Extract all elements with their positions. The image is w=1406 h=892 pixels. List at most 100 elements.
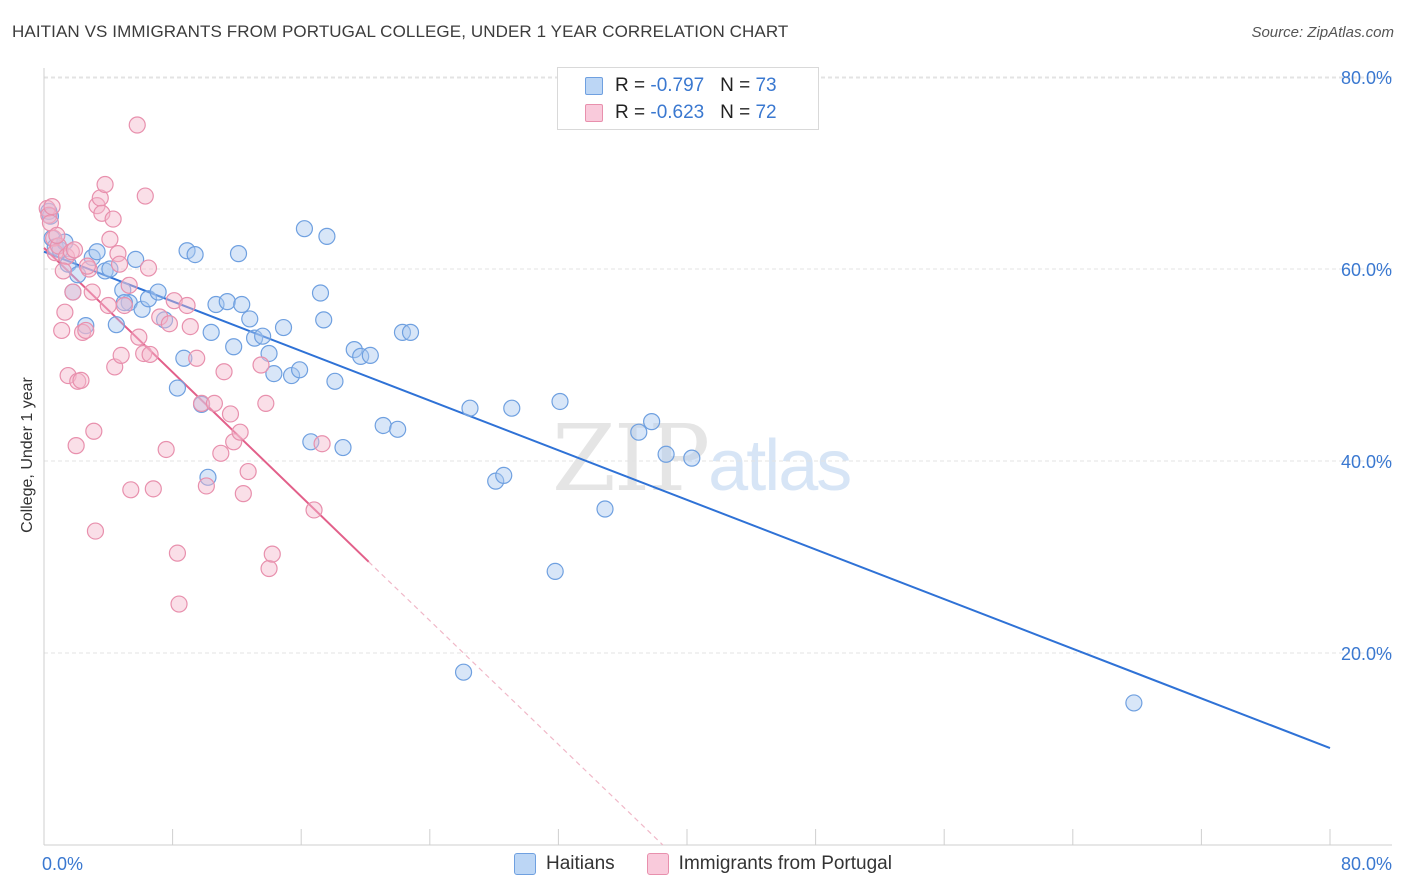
data-point-portugal [53, 321, 71, 340]
source-label: Source: ZipAtlas.com [1251, 24, 1394, 41]
data-point-portugal [112, 346, 130, 364]
data-point-haitians [657, 445, 675, 463]
data-point-haitians [345, 341, 363, 359]
data-point-portugal [56, 303, 74, 321]
stats-swatch-pink [585, 104, 603, 122]
data-point-haitians [88, 243, 106, 261]
data-point-haitians [175, 349, 193, 367]
data-point-haitians [168, 379, 187, 397]
y-tick-label: 20.0% [1341, 644, 1392, 664]
x-tick-label: 0.0% [42, 854, 83, 874]
data-point-haitians [326, 372, 344, 390]
data-point-portugal [225, 433, 243, 451]
data-point-haitians [318, 227, 336, 245]
data-point-haitians [207, 295, 225, 314]
data-point-haitians [389, 420, 407, 438]
data-point-haitians [218, 293, 236, 311]
data-point-portugal [110, 255, 129, 273]
data-point-haitians [546, 562, 564, 581]
data-point-portugal [170, 595, 188, 613]
legend-label: Haitians [546, 853, 615, 874]
data-point-portugal [188, 349, 206, 367]
data-point-portugal [43, 198, 61, 216]
data-point-portugal [67, 437, 85, 455]
data-point-portugal [234, 485, 252, 503]
data-point-haitians [186, 246, 204, 264]
r-value: -0.623 [650, 102, 705, 123]
data-point-haitians [225, 338, 243, 356]
trend-line-haitians [43, 250, 1331, 749]
data-point-portugal [212, 444, 230, 462]
data-point-portugal [120, 276, 138, 294]
data-point-portugal [181, 318, 199, 336]
data-point-portugal [130, 328, 148, 346]
r-label: R = [615, 75, 651, 96]
data-point-portugal [77, 321, 95, 340]
data-point-portugal [83, 283, 101, 301]
n-label: N = [720, 75, 756, 96]
data-point-haitians [683, 449, 701, 467]
data-point-portugal [231, 423, 249, 441]
stats-box: R = -0.797 N = 73 R = -0.623 N = 72 [557, 67, 819, 130]
data-point-portugal [178, 296, 196, 315]
data-point-haitians [202, 323, 220, 341]
data-point-portugal [99, 296, 117, 315]
data-point-haitians [551, 392, 569, 411]
data-point-haitians [361, 346, 379, 364]
data-point-portugal [59, 366, 77, 385]
data-point-haitians [133, 300, 151, 318]
data-point-portugal [165, 292, 183, 310]
y-tick-label: 80.0% [1341, 68, 1392, 88]
data-point-portugal [263, 545, 281, 563]
legend-label: Immigrants from Portugal [678, 853, 892, 874]
n-label: N = [720, 102, 756, 123]
data-point-haitians [290, 361, 309, 379]
data-point-portugal [128, 116, 146, 134]
data-point-haitians [178, 242, 196, 260]
data-point-portugal [85, 422, 103, 440]
data-point-haitians [107, 316, 125, 334]
data-point-portugal [260, 559, 278, 578]
axes [43, 68, 1392, 846]
data-point-haitians [596, 500, 614, 518]
data-point-portugal [135, 344, 153, 363]
data-point-haitians [127, 250, 145, 268]
data-point-haitians [274, 318, 293, 337]
stats-swatch-blue [585, 77, 603, 95]
data-point-haitians [374, 416, 392, 435]
watermark-atlas: atlas [708, 426, 852, 506]
data-point-portugal [157, 440, 175, 459]
data-point-portugal [48, 226, 66, 244]
data-point-portugal [197, 477, 215, 495]
data-point-portugal [313, 435, 331, 453]
data-point-portugal [64, 283, 82, 301]
data-point-portugal [122, 481, 140, 499]
data-point-haitians [461, 399, 479, 417]
tick-labels: 20.0% 40.0% 60.0% 80.0% 0.0% 80.0% [42, 68, 1392, 874]
data-point-haitians [630, 423, 648, 441]
legend-item-haitians[interactable]: Haitians [514, 850, 615, 878]
data-point-portugal [168, 544, 187, 562]
n-value: 73 [755, 75, 777, 96]
r-value: -0.797 [650, 75, 705, 96]
data-point-portugal [115, 296, 133, 315]
data-point-haitians [495, 466, 513, 484]
y-tick-label: 60.0% [1341, 260, 1392, 280]
y-tick-label: 40.0% [1341, 452, 1392, 472]
data-point-haitians [311, 284, 330, 302]
data-point-portugal [54, 262, 72, 280]
data-point-haitians [233, 295, 251, 314]
data-point-portugal [257, 394, 275, 412]
data-point-portugal [192, 394, 211, 412]
series-immigrants-from-portugal [38, 116, 331, 613]
legend-item-portugal[interactable]: Immigrants from Portugal [646, 850, 892, 878]
data-point-portugal [239, 462, 257, 481]
legend-swatch-blue [514, 853, 537, 875]
series-haitians [40, 202, 1143, 712]
data-point-portugal [139, 259, 158, 277]
data-point-haitians [315, 311, 333, 329]
data-point-haitians [241, 310, 259, 328]
data-point-haitians [1125, 694, 1143, 712]
data-point-portugal [205, 394, 223, 412]
